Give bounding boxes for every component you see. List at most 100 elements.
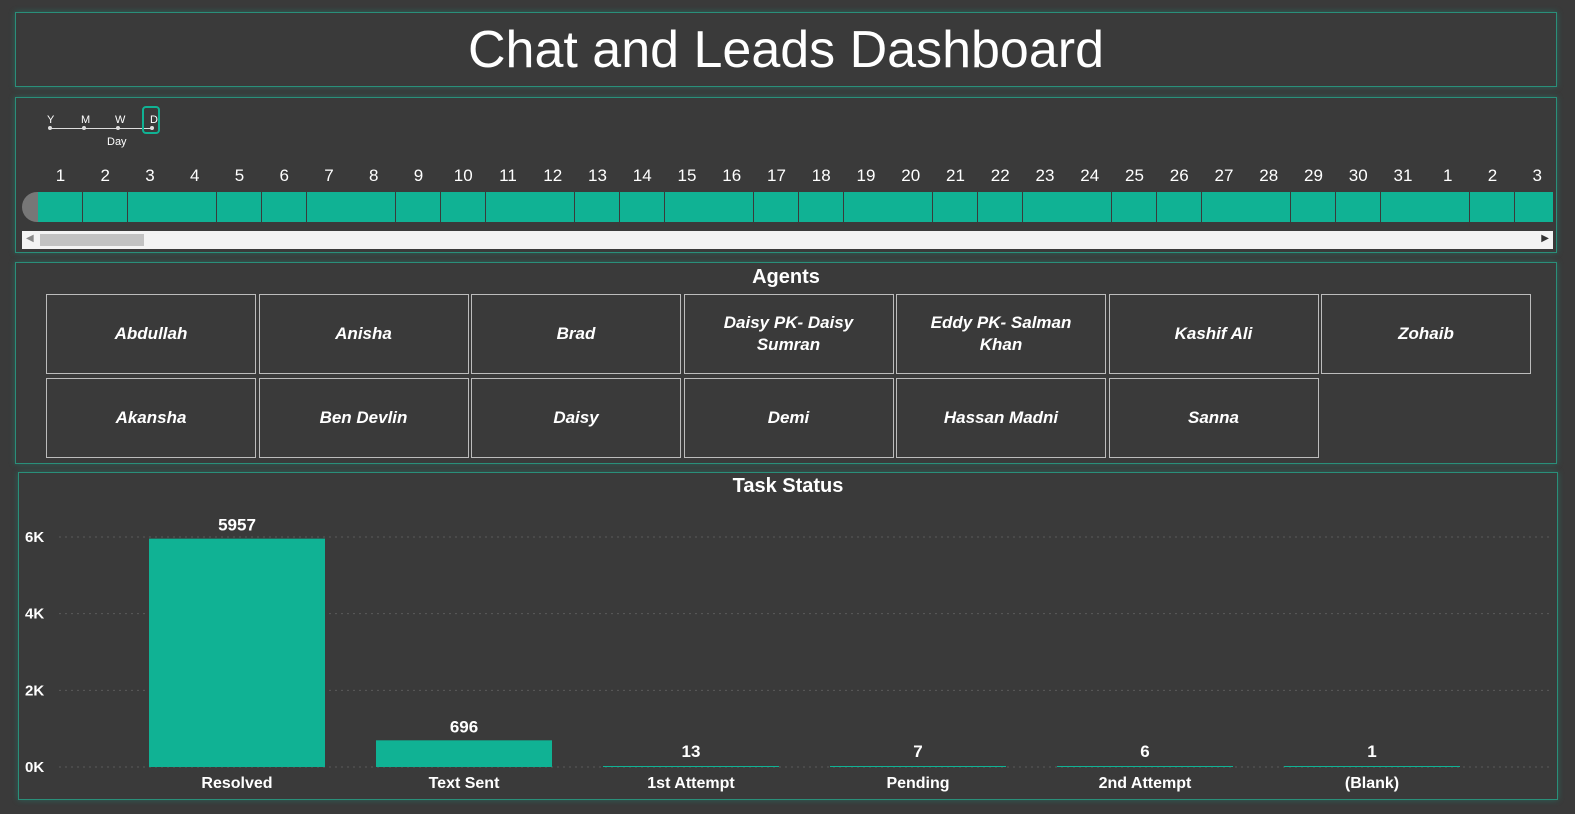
y-tick-label: 4K — [25, 606, 44, 623]
scrollbar-thumb[interactable] — [40, 234, 144, 246]
title-panel: Chat and Leads Dashboard — [15, 12, 1557, 87]
day-cells[interactable] — [22, 192, 1553, 222]
data-label: 13 — [682, 742, 701, 761]
day-cell[interactable] — [1514, 192, 1553, 222]
data-label: 6 — [1140, 742, 1149, 761]
day-label: 28 — [1259, 166, 1279, 185]
agent-button[interactable]: Abdullah — [46, 294, 256, 374]
day-label: 21 — [946, 166, 965, 185]
granularity-month[interactable]: M — [81, 114, 91, 126]
day-cell[interactable] — [1067, 192, 1112, 222]
agent-button[interactable]: Daisy — [471, 378, 681, 458]
bar[interactable] — [1057, 766, 1233, 767]
day-cell[interactable] — [1380, 192, 1425, 222]
agent-button[interactable]: Eddy PK- Salman Khan — [896, 294, 1106, 374]
data-label: 1 — [1367, 742, 1376, 761]
day-cell[interactable] — [1201, 192, 1246, 222]
bar[interactable] — [376, 740, 552, 767]
day-label: 24 — [1080, 166, 1100, 185]
day-cell[interactable] — [530, 192, 575, 222]
day-cell[interactable] — [977, 192, 1022, 222]
day-label: 2 — [1487, 166, 1498, 185]
bar[interactable] — [1284, 766, 1460, 767]
day-cell[interactable] — [664, 192, 709, 222]
day-label: 15 — [677, 166, 697, 185]
granularity-dot — [150, 126, 154, 130]
day-cell[interactable] — [754, 192, 798, 222]
scroll-left-arrow-icon[interactable]: ◀ — [26, 233, 34, 244]
day-label: 3 — [1532, 166, 1542, 185]
bar[interactable] — [149, 538, 325, 767]
day-cell[interactable] — [843, 192, 888, 222]
agents-slicer: Agents Abdullah Anisha Brad Daisy PK- Daisy… — [15, 262, 1557, 464]
agent-button[interactable]: Brad — [471, 294, 681, 374]
day-cell[interactable] — [933, 192, 977, 222]
day-cell[interactable] — [888, 192, 933, 222]
day-label: 13 — [588, 166, 607, 185]
agent-button[interactable]: Demi — [683, 378, 894, 458]
granularity-dot — [82, 126, 86, 130]
day-label: 25 — [1125, 166, 1144, 185]
granularity-day[interactable]: D — [150, 114, 158, 126]
day-cell[interactable] — [127, 192, 172, 222]
day-label: 3 — [145, 166, 155, 185]
agent-button[interactable]: Kashif Ali — [1108, 294, 1319, 374]
horizontal-scrollbar[interactable]: ◀ ▶ — [22, 231, 1553, 249]
data-label: 5957 — [218, 516, 256, 535]
agent-button[interactable]: Daisy PK- Daisy Sumran — [683, 294, 894, 374]
granularity-selector[interactable]: Y M W D Day — [46, 106, 176, 152]
x-tick-label: Pending — [886, 775, 949, 792]
chart-title: Task Status — [732, 475, 844, 497]
day-cell[interactable] — [1291, 192, 1335, 222]
agent-button[interactable]: Akansha — [46, 378, 256, 458]
scroll-right-arrow-icon[interactable]: ▶ — [1541, 233, 1549, 244]
day-label: 8 — [369, 166, 379, 185]
day-cell[interactable] — [261, 192, 306, 222]
data-label: 7 — [913, 742, 922, 761]
day-cell[interactable] — [1022, 192, 1067, 222]
day-label: 31 — [1393, 166, 1413, 185]
day-cell[interactable] — [798, 192, 843, 222]
day-label: 20 — [901, 166, 921, 185]
granularity-week[interactable]: W — [115, 114, 126, 126]
agents-title: Agents — [752, 266, 820, 288]
day-label: 2 — [100, 166, 110, 185]
day-cell[interactable] — [396, 192, 440, 222]
day-cell[interactable] — [351, 192, 396, 222]
day-cell[interactable] — [1425, 192, 1470, 222]
day-cell[interactable] — [82, 192, 127, 222]
task-status-chart: Task Status 0K 2K 4K 6K 5957 Resolved 696 Text … — [18, 472, 1558, 800]
bar[interactable] — [603, 766, 779, 767]
day-cell[interactable] — [1156, 192, 1201, 222]
day-labels: 1 2 3 4 5 6 7 8 9 10 11 12 13 14 15 16 17 18 19 20 21 22 23 24 2… — [38, 166, 1553, 186]
day-label: 26 — [1169, 166, 1189, 185]
agent-button[interactable]: Anisha — [258, 294, 469, 374]
day-cell[interactable] — [709, 192, 754, 222]
data-label: 696 — [450, 717, 478, 736]
day-cell[interactable] — [485, 192, 530, 222]
day-cell[interactable] — [1112, 192, 1156, 222]
day-label: 16 — [722, 166, 742, 185]
day-label: 12 — [543, 166, 563, 185]
day-cell[interactable] — [1335, 192, 1380, 222]
agent-button[interactable]: Ben Devlin — [258, 378, 469, 458]
day-cell[interactable] — [306, 192, 351, 222]
y-tick-label: 2K — [25, 682, 44, 699]
day-cell[interactable] — [38, 192, 82, 222]
day-cell[interactable] — [440, 192, 485, 222]
day-cell[interactable] — [575, 192, 619, 222]
day-label: 1 — [1443, 166, 1453, 185]
day-cell[interactable] — [1246, 192, 1291, 222]
day-cell[interactable] — [1470, 192, 1514, 222]
agent-button[interactable]: Zohaib — [1321, 294, 1531, 374]
granularity-year[interactable]: Y — [47, 114, 55, 126]
day-cell[interactable] — [217, 192, 261, 222]
day-label: 18 — [811, 166, 831, 185]
day-cell[interactable] — [619, 192, 664, 222]
granularity-selected-indicator[interactable] — [142, 106, 160, 134]
x-tick-label: (Blank) — [1345, 775, 1399, 792]
agent-button[interactable]: Sanna — [1108, 378, 1319, 458]
day-cell[interactable] — [172, 192, 217, 222]
agent-button[interactable]: Hassan Madni — [896, 378, 1106, 458]
bar[interactable] — [830, 766, 1006, 767]
